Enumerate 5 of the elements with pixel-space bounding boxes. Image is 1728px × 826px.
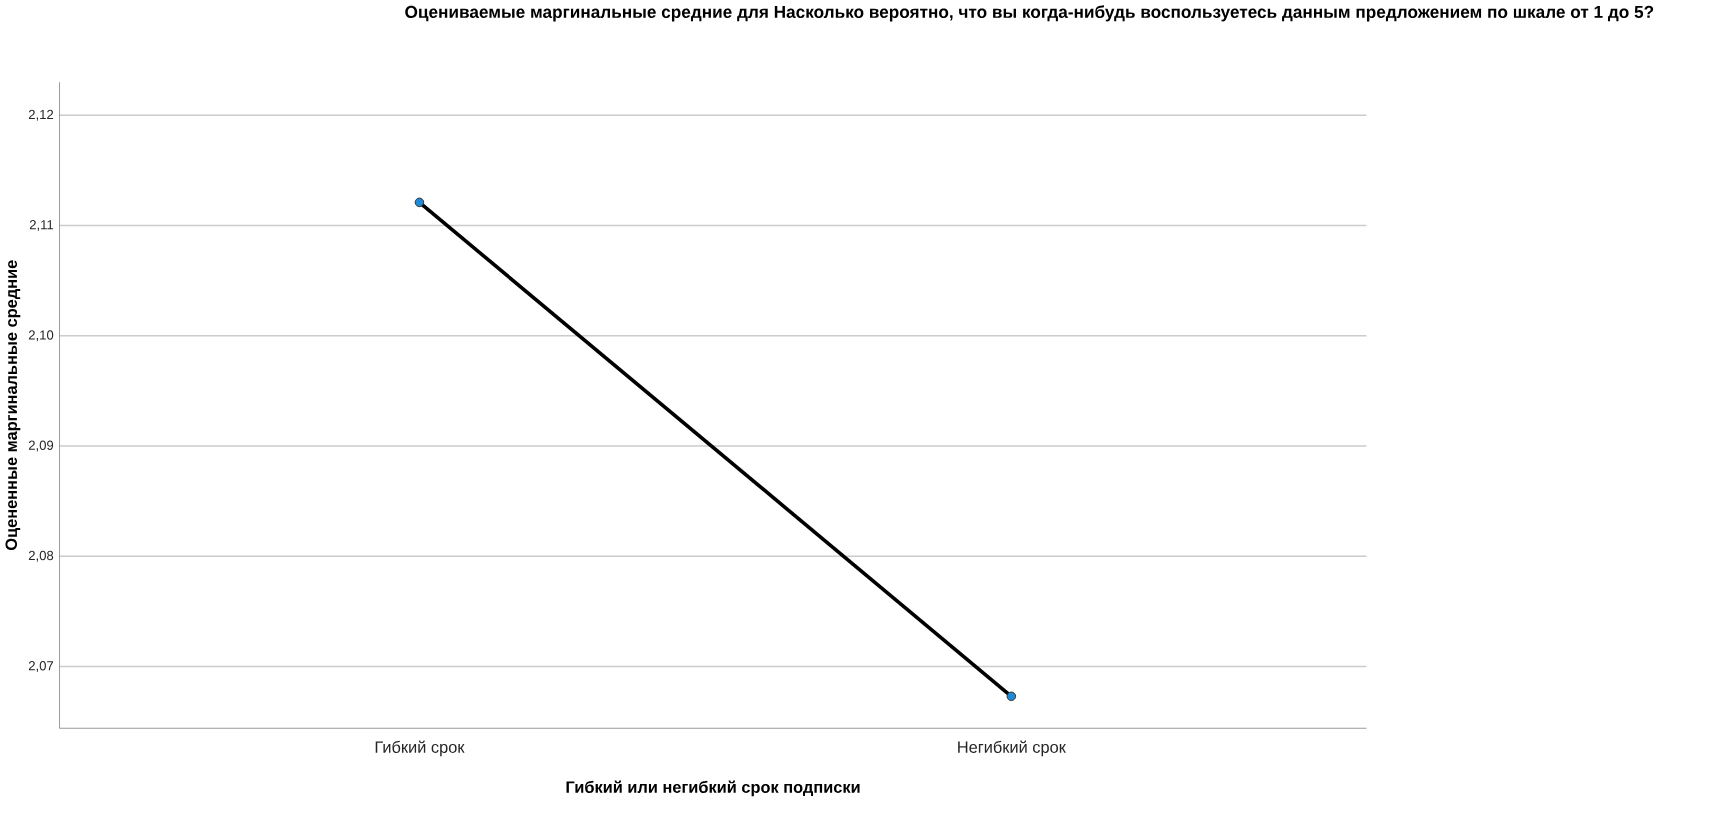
chart-title: Оцениваемые маргинальные средние для Насколько вероятно, что вы когда-нибудь воспользуетесь данным предложением по шкале от 1 до 5? <box>405 5 1654 22</box>
x-tick-label: Негибкий срок <box>958 740 1066 757</box>
x-axis-title: Гибкий или негибкий срок подписки <box>566 780 860 797</box>
y-axis-title: Оцененные маргинальные средние <box>5 260 21 551</box>
x-tick-label: Гибкий срок <box>375 740 465 757</box>
